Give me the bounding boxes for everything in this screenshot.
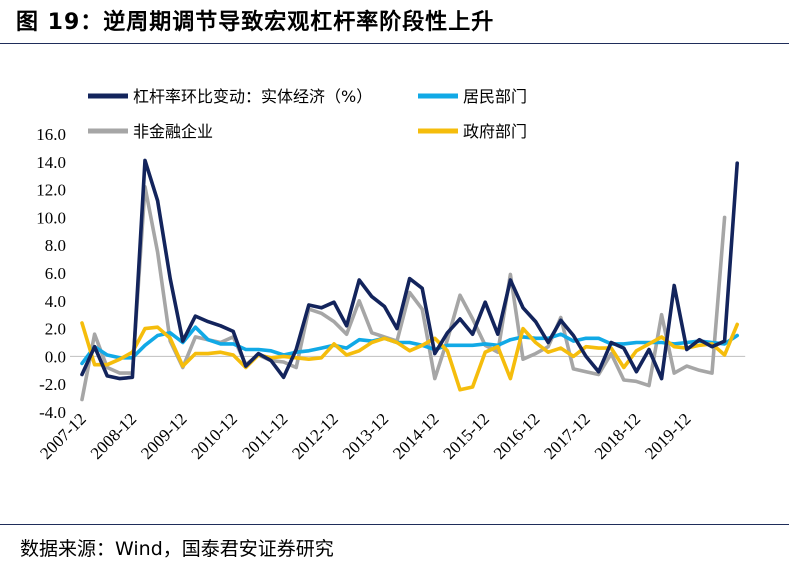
x-tick-label: 2017-12 bbox=[540, 409, 594, 463]
y-tick-label: 14.0 bbox=[36, 153, 66, 172]
line-chart: 16.014.012.010.08.06.04.02.00.0-2.0-4.0 … bbox=[36, 87, 746, 463]
x-tick-label: 2012-12 bbox=[288, 409, 342, 463]
legend-label-4: 政府部门 bbox=[463, 122, 527, 141]
y-tick-label: 12.0 bbox=[36, 181, 66, 200]
legend-label-1: 杠杆率环比变动：实体经济（%） bbox=[133, 87, 372, 106]
y-tick-label: 4.0 bbox=[45, 292, 66, 311]
x-tick-label: 2008-12 bbox=[87, 409, 141, 463]
x-tick-label: 2019-12 bbox=[641, 409, 695, 463]
x-tick-label: 2014-12 bbox=[389, 409, 443, 463]
title-rule bbox=[0, 43, 789, 44]
source-note: 数据来源：Wind，国泰君安证券研究 bbox=[20, 538, 334, 560]
legend-label-2: 居民部门 bbox=[463, 87, 527, 106]
footer-rule bbox=[0, 524, 789, 525]
series-lines bbox=[80, 158, 740, 402]
y-axis: 16.0 14.0 12.0 10.0 8.0 6.0 4.0 2.0 0.0 -2.0 -4.0 bbox=[36, 125, 66, 422]
y-tick-label: 10.0 bbox=[36, 208, 66, 227]
x-tick-label: 2011-12 bbox=[238, 409, 291, 462]
y-tick-label: 0.0 bbox=[45, 347, 66, 366]
series-line-2 bbox=[80, 325, 740, 366]
y-tick-label: 2.0 bbox=[45, 320, 66, 339]
x-tick-label: 2013-12 bbox=[339, 409, 393, 463]
x-axis: 2007-122008-122009-122010-122011-122012-… bbox=[36, 409, 694, 463]
legend-label-3: 非金融企业 bbox=[133, 122, 213, 141]
x-tick-label: 2015-12 bbox=[440, 409, 494, 463]
x-tick-label: 2010-12 bbox=[188, 409, 242, 463]
x-tick-label: 2018-12 bbox=[591, 409, 645, 463]
series-line-1 bbox=[80, 158, 740, 381]
y-tick-label: -2.0 bbox=[39, 375, 66, 394]
y-tick-label: 16.0 bbox=[36, 125, 66, 144]
series-line-4 bbox=[80, 321, 740, 392]
x-tick-label: 2016-12 bbox=[490, 409, 544, 463]
y-tick-label: -4.0 bbox=[39, 403, 66, 422]
series-line-3 bbox=[80, 185, 727, 402]
y-tick-label: 6.0 bbox=[45, 264, 66, 283]
x-tick-label: 2009-12 bbox=[137, 409, 191, 463]
y-tick-label: 8.0 bbox=[45, 236, 66, 255]
page-title: 图 19：逆周期调节导致宏观杠杆率阶段性上升 bbox=[16, 10, 495, 35]
